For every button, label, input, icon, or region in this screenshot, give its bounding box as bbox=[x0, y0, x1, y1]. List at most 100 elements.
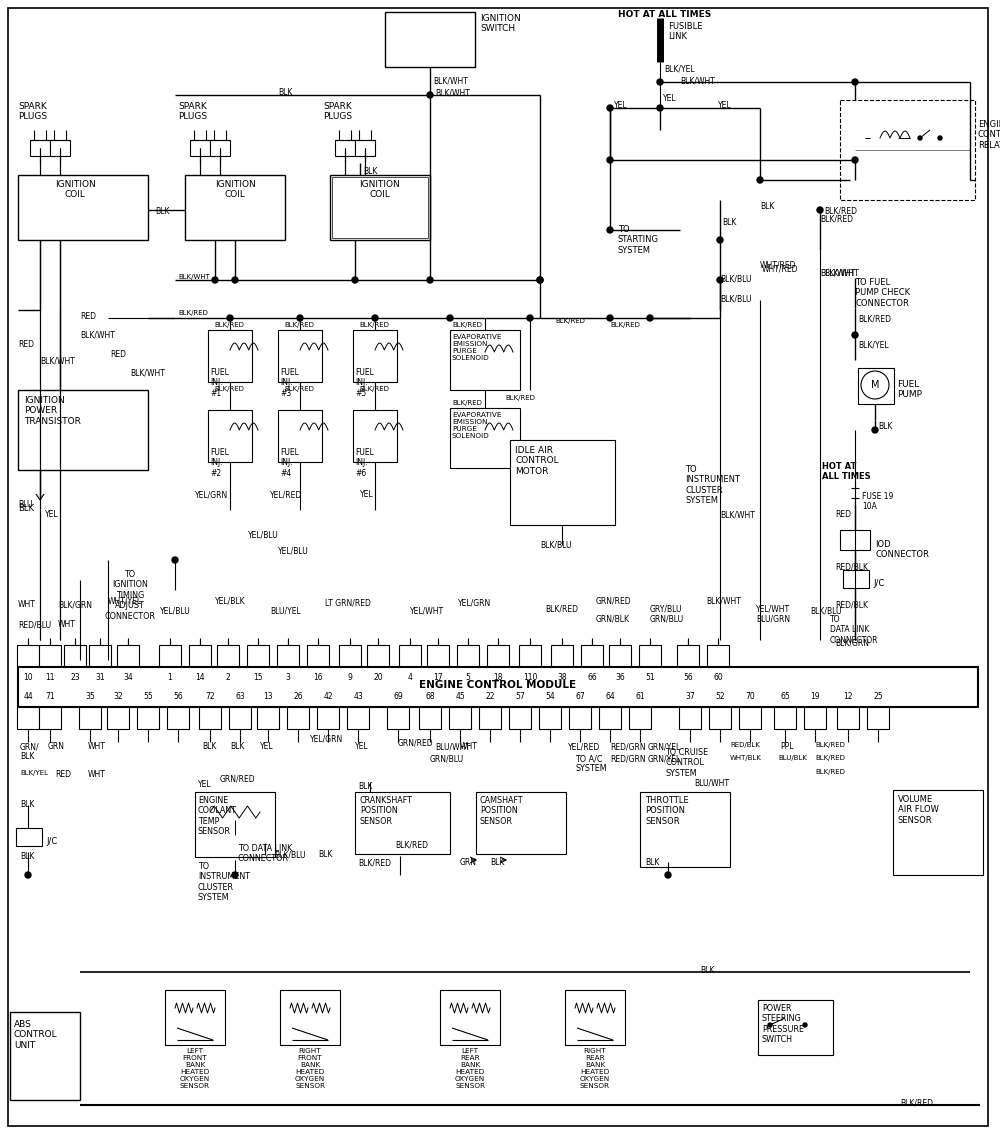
Bar bbox=[79, 706, 101, 729]
Text: THROTTLE
POSITION
SENSOR: THROTTLE POSITION SENSOR bbox=[645, 796, 689, 826]
Text: BLK/WHT: BLK/WHT bbox=[40, 356, 75, 365]
Text: 26: 26 bbox=[293, 692, 303, 701]
Text: 71: 71 bbox=[45, 692, 55, 701]
Bar bbox=[677, 645, 699, 667]
Text: 66: 66 bbox=[587, 672, 597, 682]
Text: ABS
CONTROL
UNIT: ABS CONTROL UNIT bbox=[14, 1019, 58, 1050]
Text: BLU/YEL: BLU/YEL bbox=[270, 606, 301, 615]
Text: FUSE 19
10A: FUSE 19 10A bbox=[862, 492, 893, 511]
Text: BLK/RED: BLK/RED bbox=[610, 322, 640, 328]
Text: BLK: BLK bbox=[278, 88, 292, 98]
Bar bbox=[804, 706, 826, 729]
Text: WHT: WHT bbox=[88, 770, 106, 779]
Text: BLK: BLK bbox=[490, 858, 504, 868]
Circle shape bbox=[607, 315, 613, 321]
Text: WHT/RED: WHT/RED bbox=[760, 260, 796, 269]
Bar bbox=[30, 139, 50, 156]
Text: 51: 51 bbox=[645, 672, 655, 682]
Text: PPL: PPL bbox=[780, 742, 794, 751]
Bar bbox=[208, 330, 252, 382]
Circle shape bbox=[172, 557, 178, 562]
Text: GRN/RED: GRN/RED bbox=[596, 596, 632, 606]
Text: ENGINE
CONTROL
RELAY: ENGINE CONTROL RELAY bbox=[978, 120, 1000, 150]
Bar bbox=[210, 139, 230, 156]
Text: BLK/RED: BLK/RED bbox=[900, 1098, 933, 1107]
Circle shape bbox=[447, 315, 453, 321]
Text: YEL/RED: YEL/RED bbox=[568, 742, 600, 751]
Text: BLK/WHT: BLK/WHT bbox=[820, 268, 855, 277]
Bar bbox=[419, 706, 441, 729]
Bar bbox=[385, 12, 475, 67]
Text: RED/BLU: RED/BLU bbox=[18, 620, 51, 629]
Bar bbox=[39, 645, 61, 667]
Circle shape bbox=[607, 105, 613, 111]
Text: YEL: YEL bbox=[45, 510, 59, 519]
Text: GRN/BLU: GRN/BLU bbox=[650, 615, 684, 624]
Text: 57: 57 bbox=[515, 692, 525, 701]
Text: YEL: YEL bbox=[198, 780, 212, 789]
Text: YEL/BLU: YEL/BLU bbox=[278, 545, 309, 555]
Bar bbox=[185, 175, 285, 240]
Bar bbox=[837, 706, 859, 729]
Bar bbox=[190, 139, 210, 156]
Text: ENGINE
COOLANT
TEMP
SENSOR: ENGINE COOLANT TEMP SENSOR bbox=[198, 796, 237, 836]
Text: 61: 61 bbox=[635, 692, 645, 701]
Bar bbox=[137, 706, 159, 729]
Text: BLK/RED: BLK/RED bbox=[505, 395, 535, 401]
Circle shape bbox=[25, 872, 31, 878]
Text: BLK/RED: BLK/RED bbox=[452, 322, 482, 328]
Text: 22: 22 bbox=[485, 692, 495, 701]
Text: WHT: WHT bbox=[88, 742, 106, 751]
Bar bbox=[510, 440, 615, 525]
Text: YEL: YEL bbox=[360, 490, 374, 499]
Text: 56: 56 bbox=[683, 672, 693, 682]
Bar bbox=[843, 570, 869, 589]
Text: YEL/WHT: YEL/WHT bbox=[410, 606, 444, 615]
Bar bbox=[679, 706, 701, 729]
Bar bbox=[335, 139, 355, 156]
Text: BLU: BLU bbox=[18, 500, 32, 509]
Text: FUEL
INJ.
#4: FUEL INJ. #4 bbox=[280, 448, 299, 477]
Bar bbox=[457, 645, 479, 667]
Text: BLK/RED: BLK/RED bbox=[358, 858, 391, 868]
Bar bbox=[640, 792, 730, 868]
Text: BLK: BLK bbox=[700, 966, 714, 975]
Text: BLK/RED: BLK/RED bbox=[214, 322, 244, 328]
Text: TO FUEL
PUMP CHECK
CONNECTOR: TO FUEL PUMP CHECK CONNECTOR bbox=[855, 278, 910, 307]
Text: 19: 19 bbox=[810, 692, 820, 701]
Text: BLK: BLK bbox=[878, 422, 892, 431]
Text: BLK/RED: BLK/RED bbox=[452, 400, 482, 406]
Text: TO
IGNITION
TIMING
ADJUST
CONNECTOR: TO IGNITION TIMING ADJUST CONNECTOR bbox=[104, 570, 156, 620]
Bar bbox=[449, 706, 471, 729]
Circle shape bbox=[232, 872, 238, 878]
Text: BLK/WHT: BLK/WHT bbox=[824, 268, 859, 277]
Bar bbox=[707, 645, 729, 667]
Circle shape bbox=[852, 332, 858, 338]
Text: POWER
STEERING
PRESSURE
SWITCH: POWER STEERING PRESSURE SWITCH bbox=[762, 1004, 804, 1044]
Bar bbox=[387, 706, 409, 729]
Circle shape bbox=[427, 277, 433, 284]
Text: YEL/GRN: YEL/GRN bbox=[195, 490, 228, 499]
Text: YEL/BLK: YEL/BLK bbox=[215, 596, 246, 606]
Text: RED: RED bbox=[80, 312, 96, 321]
Bar bbox=[893, 790, 983, 875]
Text: J/C: J/C bbox=[46, 837, 57, 846]
Text: WHT: WHT bbox=[460, 742, 478, 751]
Bar bbox=[347, 706, 369, 729]
Text: 34: 34 bbox=[123, 672, 133, 682]
Text: BLK/GRN: BLK/GRN bbox=[835, 638, 869, 648]
Text: BLK: BLK bbox=[18, 503, 34, 513]
Text: FUEL
INJ.
#5: FUEL INJ. #5 bbox=[355, 369, 374, 398]
Text: RED: RED bbox=[18, 340, 34, 349]
Text: BLK: BLK bbox=[760, 202, 774, 211]
Bar bbox=[159, 645, 181, 667]
Text: BLK/RED: BLK/RED bbox=[824, 206, 857, 215]
Text: RED/BLK: RED/BLK bbox=[835, 562, 868, 572]
Text: WHT/BLK: WHT/BLK bbox=[730, 755, 762, 761]
Bar bbox=[427, 645, 449, 667]
Text: FUEL
PUMP: FUEL PUMP bbox=[897, 380, 922, 399]
Text: 35: 35 bbox=[85, 692, 95, 701]
Bar bbox=[332, 177, 428, 238]
Bar bbox=[840, 100, 975, 200]
Bar bbox=[539, 706, 561, 729]
